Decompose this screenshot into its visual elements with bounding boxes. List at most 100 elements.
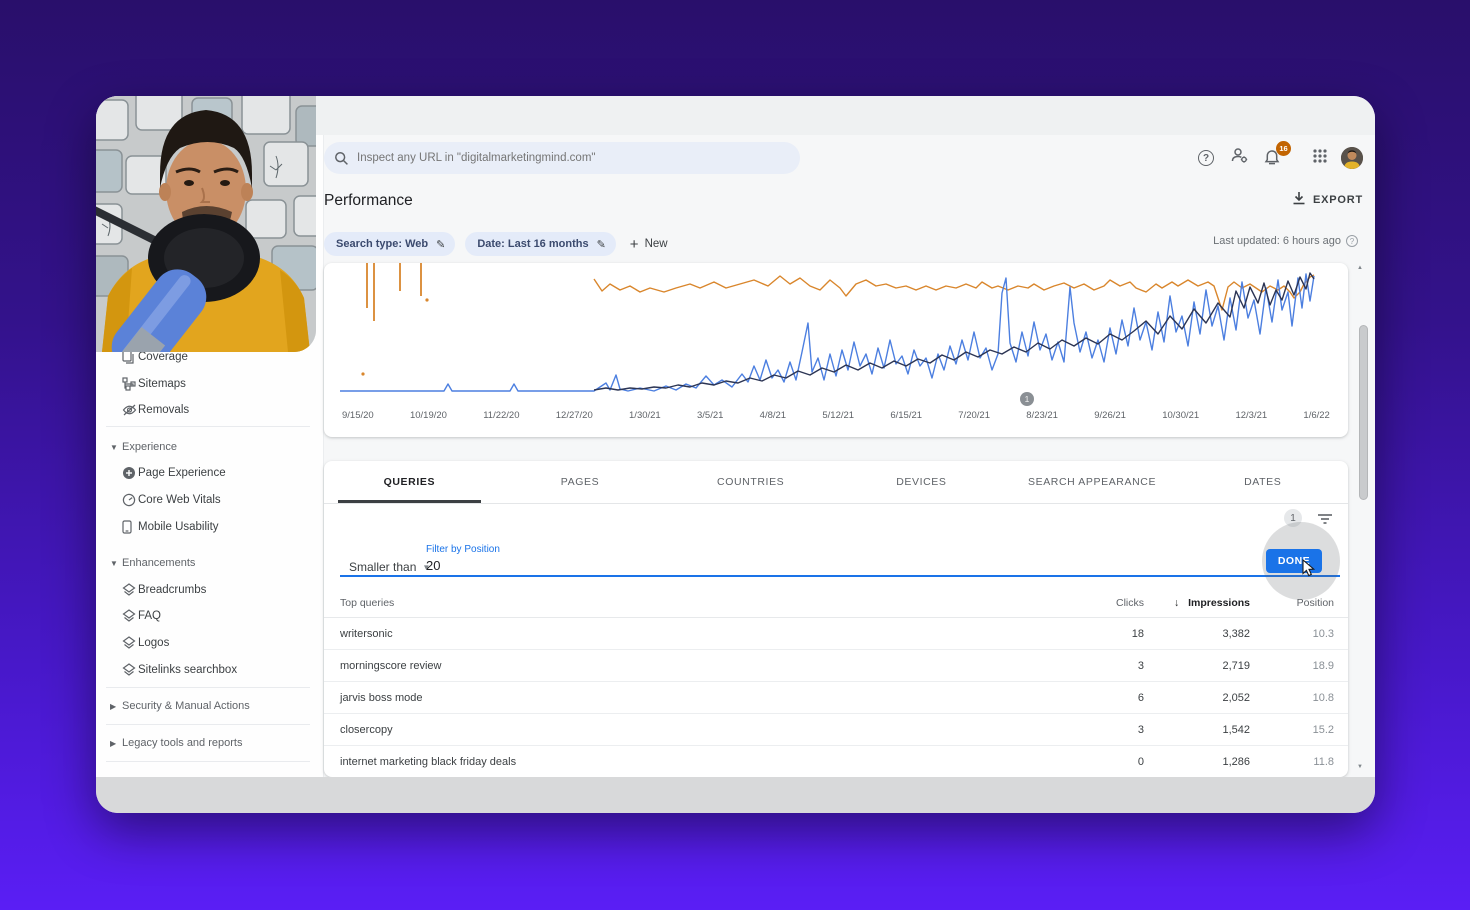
sidebar-item-label: Breadcrumbs — [138, 584, 207, 596]
x-tick: 9/26/21 — [1094, 410, 1126, 421]
table-row[interactable]: writersonic 18 3,382 10.3 — [324, 618, 1348, 650]
x-tick: 5/12/21 — [822, 410, 855, 421]
position-cell: 10.8 — [1312, 691, 1334, 704]
scrollbar-thumb[interactable] — [1359, 325, 1368, 500]
impressions-cell: 2,719 — [1222, 659, 1250, 672]
sidebar-item-coverage[interactable]: Coverage — [96, 344, 324, 370]
download-icon — [1292, 191, 1306, 209]
apps-grid-button[interactable] — [1307, 145, 1333, 171]
edit-pencil-icon: ✎ — [436, 238, 446, 251]
col-clicks[interactable]: Clicks — [1116, 596, 1144, 609]
user-settings-button[interactable] — [1226, 145, 1252, 171]
sidebar-item-logos[interactable]: Logos — [96, 630, 324, 656]
x-tick: 4/8/21 — [759, 410, 787, 421]
sidebar-section-security-manual-actions[interactable]: ▶ Security & Manual Actions — [96, 693, 324, 719]
tab-queries[interactable]: QUERIES — [324, 461, 495, 503]
chip-date-range[interactable]: Date: Last 16 months ✎ — [465, 232, 616, 256]
sitemap-icon — [122, 377, 136, 391]
sidebar-divider — [106, 761, 310, 762]
chart-annotation-marker[interactable]: 1 — [1020, 392, 1034, 406]
col-top-queries[interactable]: Top queries — [340, 596, 395, 609]
coverage-icon — [122, 350, 135, 364]
tab-countries[interactable]: COUNTRIES — [665, 461, 836, 503]
layers-icon — [122, 609, 136, 623]
webcam-overlay — [96, 96, 316, 352]
table-row[interactable]: internet marketing black friday deals 0 … — [324, 746, 1348, 777]
clicks-cell: 18 — [1131, 627, 1144, 640]
query-cell: internet marketing black friday deals — [340, 755, 517, 768]
tab-label: SEARCH APPEARANCE — [1027, 476, 1157, 488]
table-header: Top queries Clicks ↓ Impressions Positio… — [324, 588, 1348, 618]
sidebar-divider — [106, 426, 310, 427]
tab-pages[interactable]: PAGES — [495, 461, 666, 503]
performance-chart-card: 1 9/15/20 10/19/20 11/22/20 12/27/20 1/3… — [324, 263, 1348, 437]
tab-search-appearance[interactable]: SEARCH APPEARANCE — [1007, 461, 1178, 503]
sidebar-item-label: FAQ — [138, 610, 162, 622]
x-tick: 6/15/21 — [890, 410, 923, 421]
notifications-button[interactable] — [1259, 147, 1285, 173]
sidebar-section-label: Enhancements — [122, 557, 196, 569]
query-cell: morningscore review — [340, 659, 442, 672]
sidebar-section-experience[interactable]: ▼ Experience — [96, 434, 324, 460]
chevron-right-icon: ▶ — [110, 701, 117, 711]
account-avatar[interactable] — [1341, 147, 1363, 169]
page-title: Performance — [324, 192, 413, 209]
chip-date-range-label: Date: Last 16 months — [477, 238, 589, 250]
filter-list-icon[interactable] — [1317, 512, 1333, 530]
sidebar-item-breadcrumbs[interactable]: Breadcrumbs — [96, 577, 324, 603]
dimension-tabs: QUERIES PAGES COUNTRIES DEVICES SEARCH A… — [324, 461, 1348, 504]
sidebar-item-sitelinks-searchbox[interactable]: Sitelinks searchbox — [96, 657, 324, 683]
chevron-down-icon: ▼ — [110, 558, 118, 568]
layers-icon — [122, 636, 136, 650]
help-button[interactable]: ? — [1193, 145, 1219, 171]
filter-by-position-label: Filter by Position — [426, 544, 500, 555]
sidebar-item-label: Core Web Vitals — [138, 494, 221, 506]
last-updated-label: Last updated: 6 hours ago — [1213, 235, 1341, 247]
tab-label: QUERIES — [383, 476, 436, 488]
url-inspect-searchbar[interactable] — [324, 142, 800, 174]
sidebar-item-sitemaps[interactable]: Sitemaps — [96, 371, 324, 397]
tab-devices[interactable]: DEVICES — [836, 461, 1007, 503]
search-input[interactable] — [357, 152, 757, 164]
last-updated-text: Last updated: 6 hours ago ? — [1213, 235, 1358, 247]
tab-dates[interactable]: DATES — [1177, 461, 1348, 503]
sidebar-item-faq[interactable]: FAQ — [96, 603, 324, 629]
filter-operator-dropdown[interactable]: Smaller than ▼ — [349, 560, 430, 574]
sidebar-item-page-experience[interactable]: Page Experience — [96, 460, 324, 486]
scrollbar-down-arrow[interactable]: ▼ — [1357, 764, 1363, 770]
table-row[interactable]: jarvis boss mode 6 2,052 10.8 — [324, 682, 1348, 714]
sidebar-item-removals[interactable]: Removals — [96, 397, 324, 423]
sidebar-item-core-web-vitals[interactable]: Core Web Vitals — [96, 487, 324, 513]
sidebar-item-label: Coverage — [138, 351, 188, 363]
sidebar-item-mobile-usability[interactable]: Mobile Usability — [96, 514, 324, 540]
table-row[interactable]: closercopy 3 1,542 15.2 — [324, 714, 1348, 746]
scrollbar-up-arrow[interactable]: ▲ — [1357, 265, 1363, 271]
x-tick: 8/23/21 — [1026, 410, 1058, 421]
chip-search-type[interactable]: Search type: Web ✎ — [324, 232, 456, 256]
layers-icon — [122, 663, 136, 677]
info-icon[interactable]: ? — [1346, 235, 1358, 247]
sidebar-section-legacy-tools[interactable]: ▶ Legacy tools and reports — [96, 730, 324, 756]
gauge-icon — [122, 493, 136, 507]
window-bottom-bar — [96, 777, 1375, 813]
filter-count-badge: 1 — [1284, 509, 1302, 527]
tab-label: DEVICES — [896, 476, 947, 488]
sidebar-item-label: Mobile Usability — [138, 521, 219, 533]
new-filter-button[interactable]: + New — [630, 236, 668, 253]
sidebar-item-label: Page Experience — [138, 467, 226, 479]
page-experience-icon — [122, 466, 136, 480]
filter-value-input[interactable]: 20 — [426, 558, 441, 573]
export-button[interactable]: EXPORT — [1292, 191, 1363, 209]
position-cell: 18.9 — [1312, 659, 1334, 672]
app-window: ? 16 Performance EXPORT Search type: Web… — [96, 96, 1375, 813]
done-button[interactable]: DONE — [1266, 549, 1322, 573]
col-impressions[interactable]: ↓ Impressions — [1174, 597, 1250, 609]
performance-chart-svg — [340, 263, 1315, 392]
col-position[interactable]: Position — [1296, 596, 1334, 609]
clicks-cell: 3 — [1137, 659, 1144, 672]
sidebar-section-enhancements[interactable]: ▼ Enhancements — [96, 550, 324, 576]
sidebar-section-label: Security & Manual Actions — [122, 700, 250, 712]
position-cell: 10.3 — [1312, 627, 1334, 640]
table-row[interactable]: morningscore review 3 2,719 18.9 — [324, 650, 1348, 682]
user-gear-icon — [1230, 146, 1249, 170]
